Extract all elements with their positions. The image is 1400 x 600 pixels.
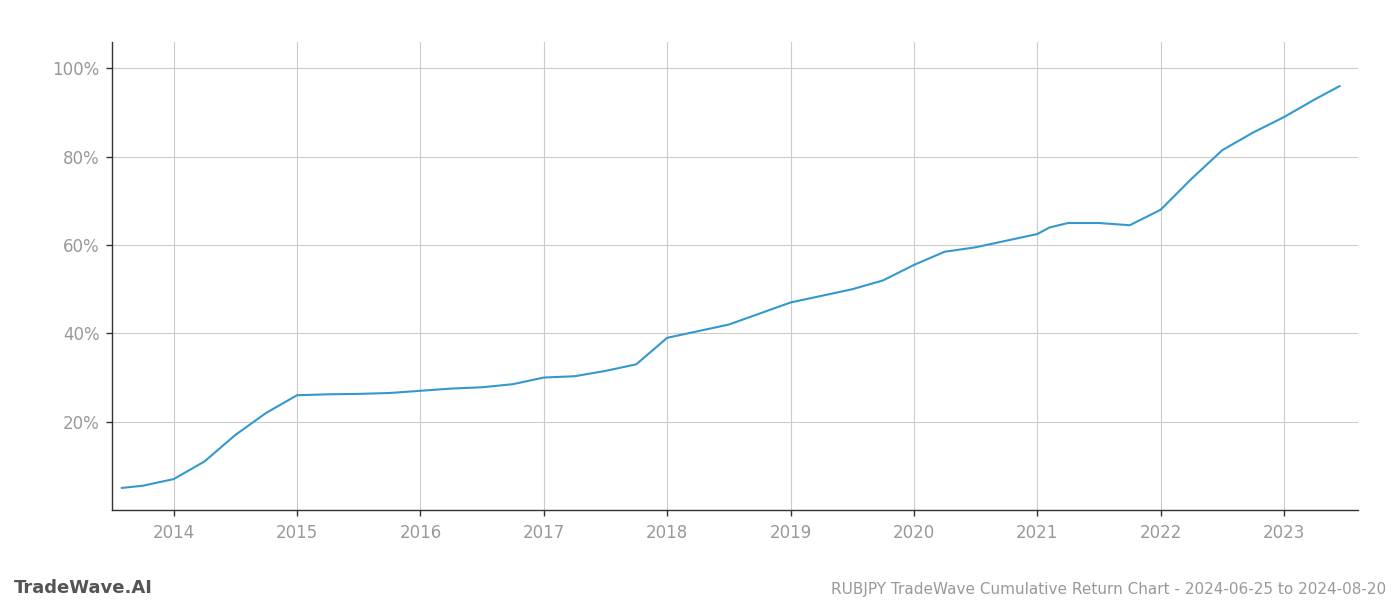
Text: RUBJPY TradeWave Cumulative Return Chart - 2024-06-25 to 2024-08-20: RUBJPY TradeWave Cumulative Return Chart… xyxy=(830,582,1386,597)
Text: TradeWave.AI: TradeWave.AI xyxy=(14,579,153,597)
